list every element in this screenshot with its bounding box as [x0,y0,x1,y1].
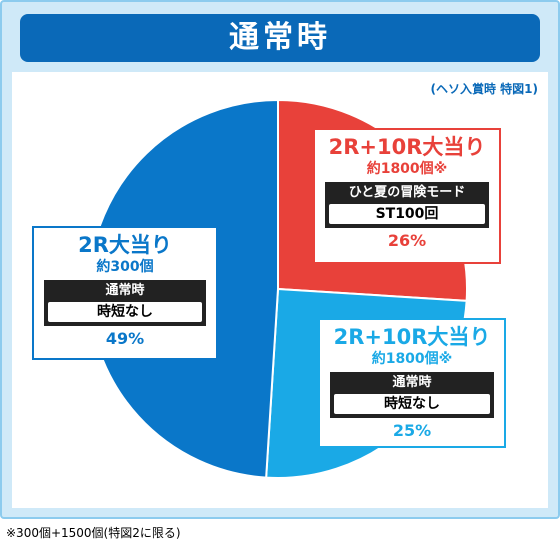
mode-box: 通常時 時短なし [44,280,206,326]
payout-label: 約1800個※ [371,351,453,367]
mode-detail: 時短なし [334,394,490,414]
mode-box: 通常時 時短なし [330,372,494,418]
slice-label-box: 2R+10R大当り約1800個※ 通常時時短なし 25% [318,318,506,448]
footnote: ※300個+1500個(特図2に限る) [6,526,181,540]
value-label: 25% [392,421,432,440]
value-label: 49% [105,329,145,348]
mode-box: ひと夏の冒険モード ST100回 [325,182,489,228]
value-label: 26% [387,231,427,250]
category-label: 2R+10R大当り [328,135,486,159]
mode-label: 通常時 [392,375,432,390]
chart-title: 通常時 [20,14,540,62]
mode-label: ひと夏の冒険モード [348,185,466,200]
payout-label: 約1800個※ [366,161,448,177]
mode-detail: 時短なし [48,302,202,322]
payout-label: 約300個 [96,259,154,275]
category-label: 2R+10R大当り [333,325,491,349]
subtitle: (ヘソ入賞時 特図1) [430,82,539,96]
slice-label-box: 2R大当り約300個通常時時短なし 49% [32,226,218,360]
category-label: 2R大当り [78,233,172,257]
mode-label: 通常時 [105,283,145,298]
slice-label-box: 2R+10R大当り約1800個※ ひと夏の冒険モード ST100回 26% [313,128,501,264]
mode-detail: ST100回 [329,204,485,224]
